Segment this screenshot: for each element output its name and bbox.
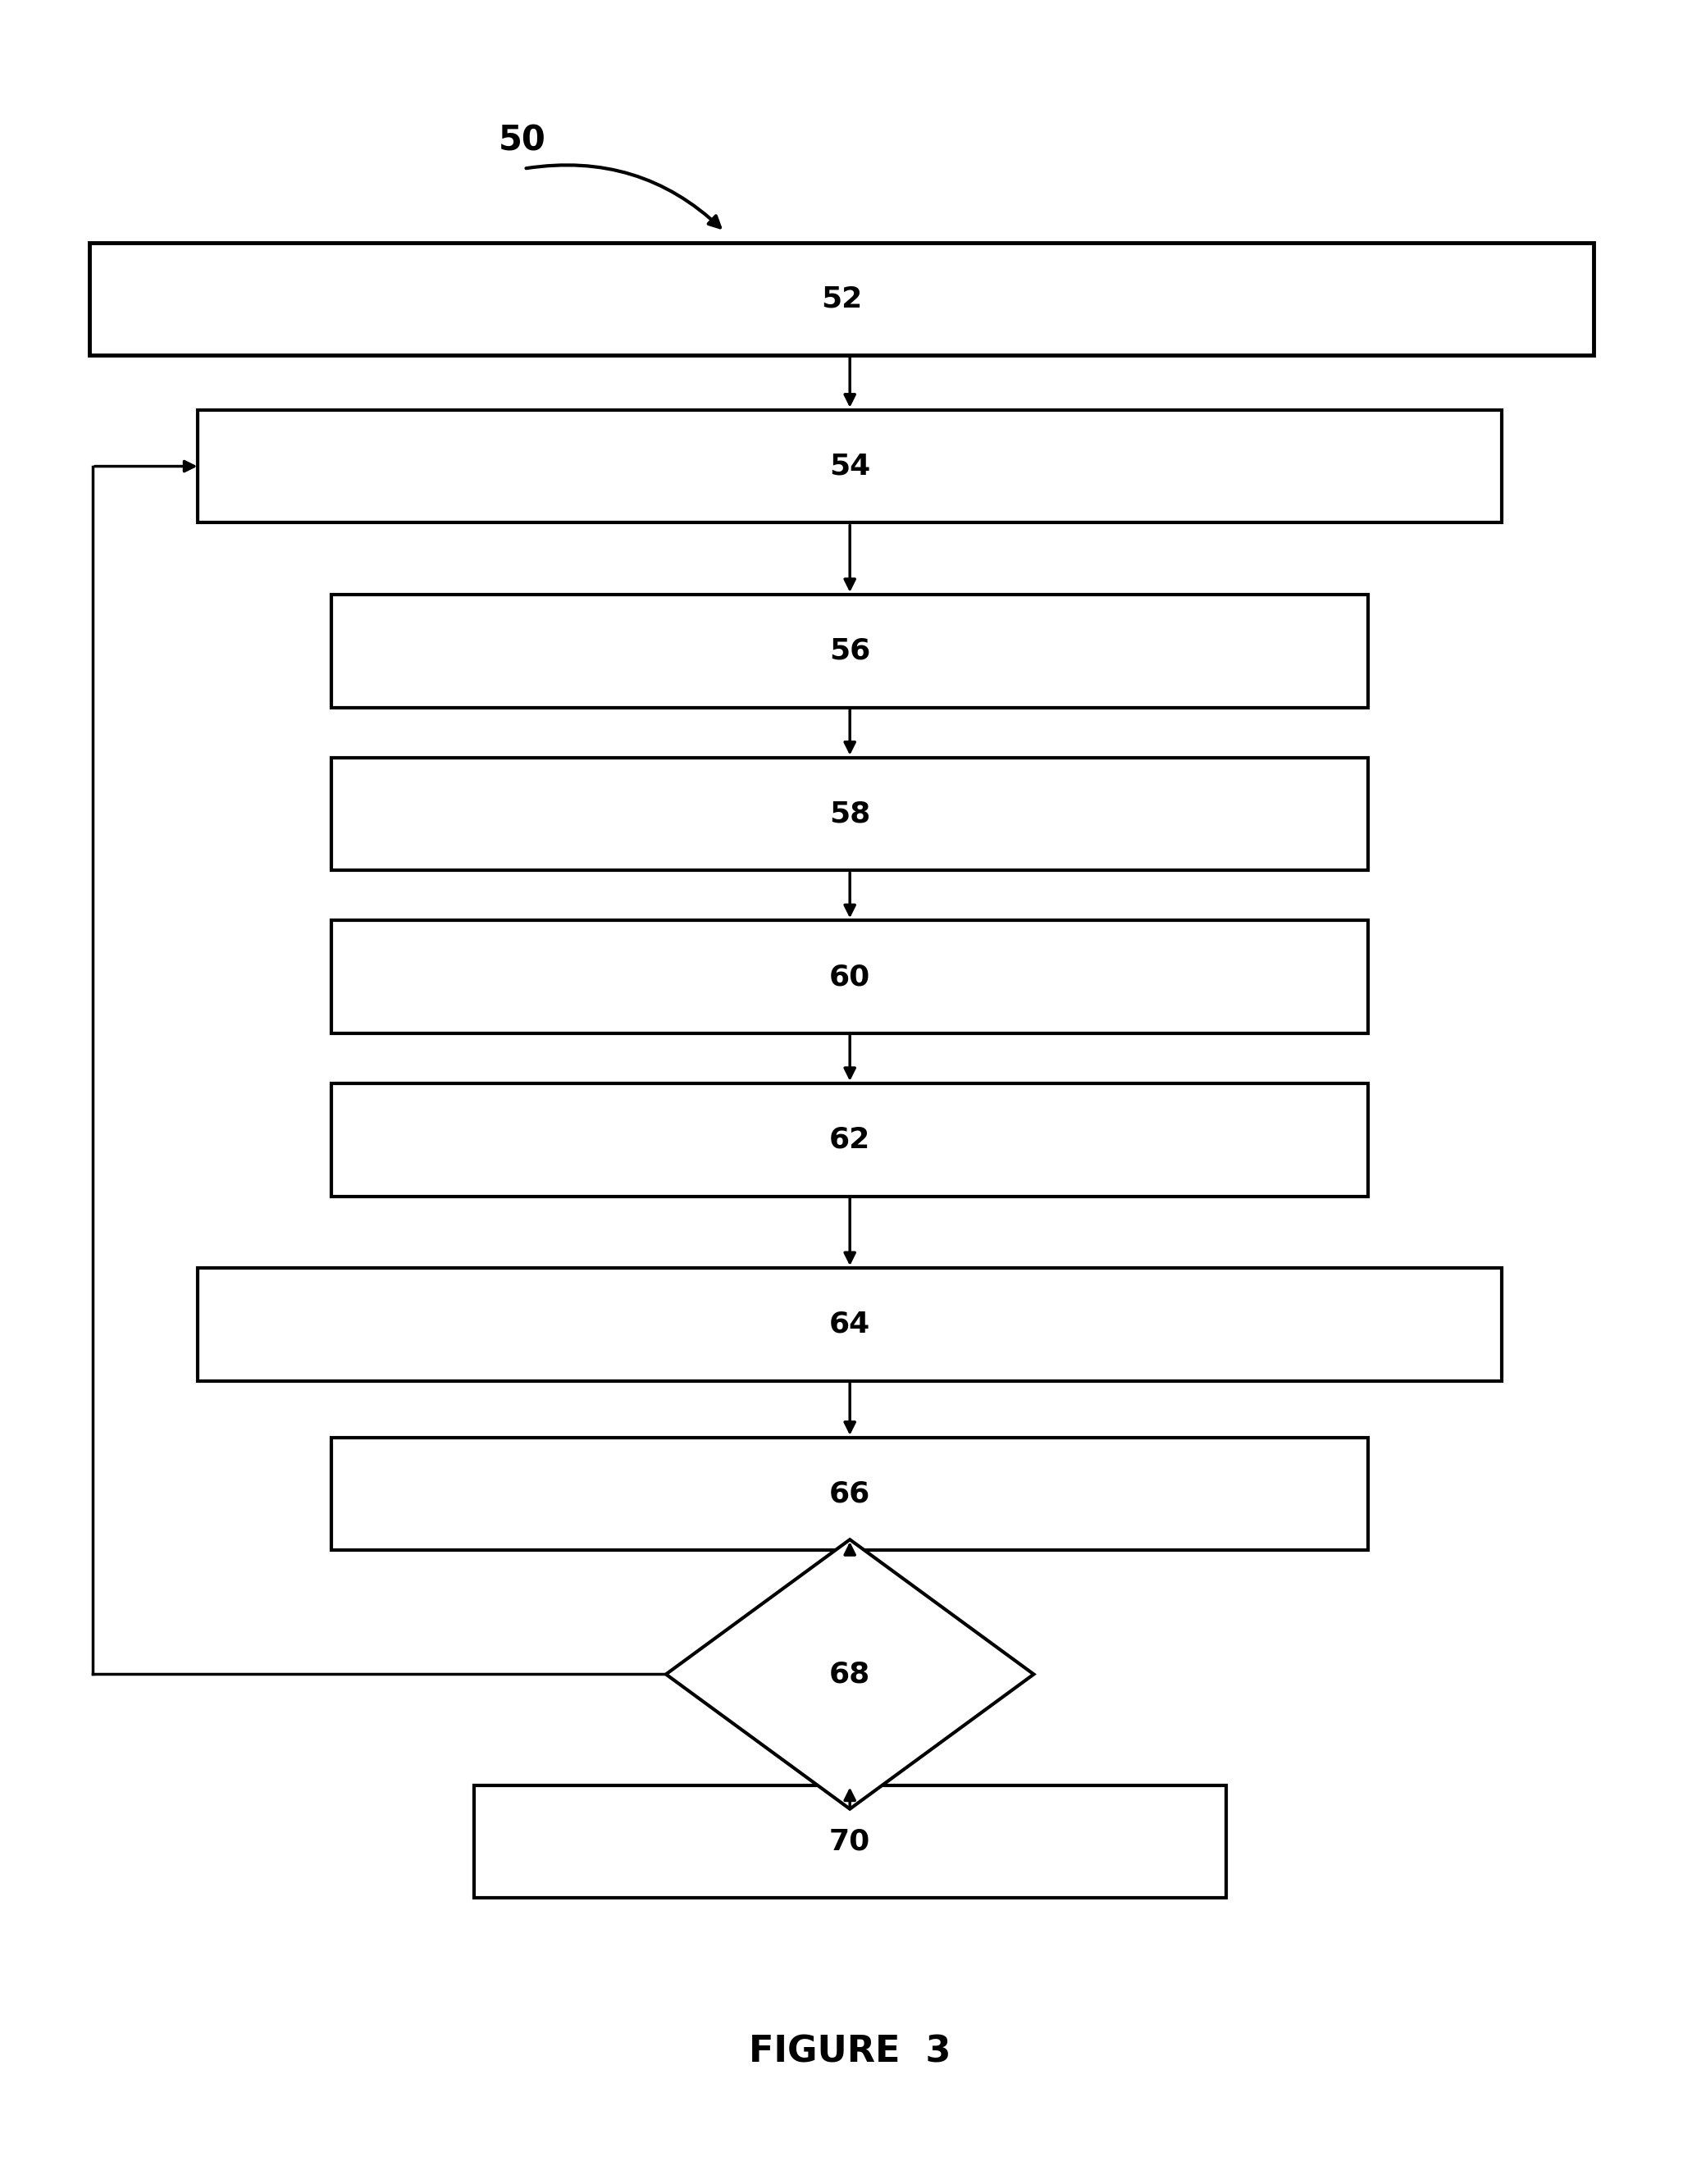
Text: 60: 60: [830, 963, 870, 992]
Text: 70: 70: [830, 1828, 870, 1856]
FancyBboxPatch shape: [199, 1269, 1501, 1380]
Text: 64: 64: [830, 1310, 870, 1339]
Text: 56: 56: [830, 638, 870, 664]
FancyBboxPatch shape: [332, 1437, 1368, 1551]
Text: 52: 52: [821, 286, 862, 312]
Polygon shape: [666, 1540, 1033, 1808]
Text: 58: 58: [830, 799, 870, 828]
Text: 66: 66: [830, 1481, 870, 1507]
Text: 62: 62: [830, 1127, 870, 1153]
FancyBboxPatch shape: [332, 919, 1368, 1033]
FancyBboxPatch shape: [332, 594, 1368, 708]
Text: 54: 54: [830, 452, 870, 480]
Text: 50: 50: [498, 122, 547, 157]
Text: 68: 68: [830, 1660, 870, 1688]
FancyBboxPatch shape: [332, 758, 1368, 871]
FancyBboxPatch shape: [332, 1083, 1368, 1197]
Text: FIGURE  3: FIGURE 3: [749, 2035, 951, 2070]
FancyBboxPatch shape: [89, 242, 1594, 356]
FancyBboxPatch shape: [199, 411, 1501, 522]
FancyBboxPatch shape: [473, 1784, 1225, 1898]
